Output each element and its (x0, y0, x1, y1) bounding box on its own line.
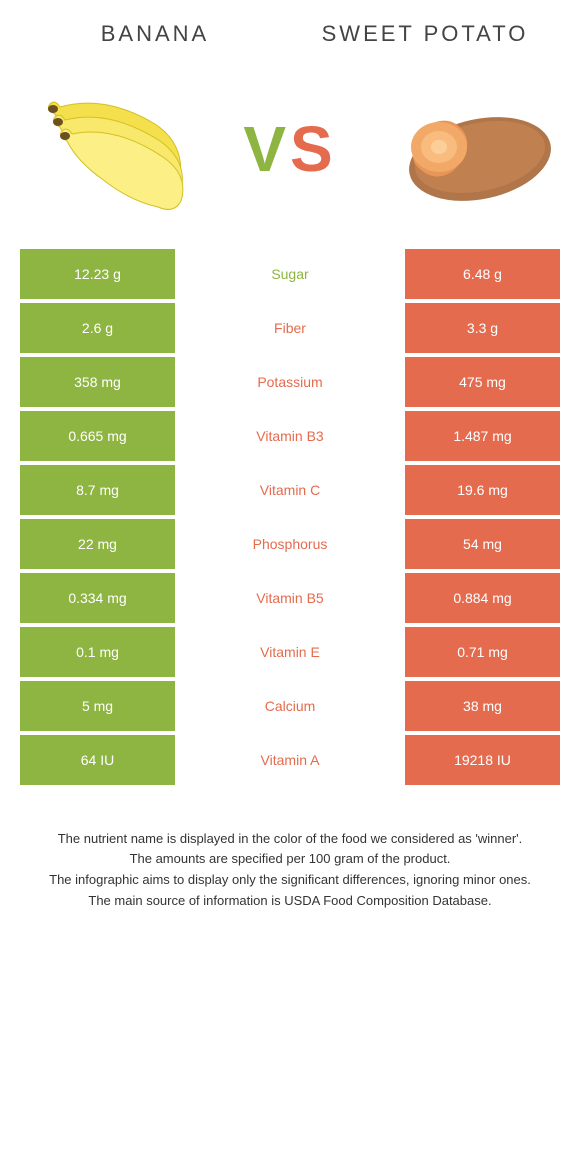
right-food-title: SWEET POTATO (290, 20, 560, 49)
left-food-title: BANANA (20, 20, 290, 49)
right-value: 475 mg (405, 357, 560, 407)
table-row: 0.665 mgVitamin B31.487 mg (20, 411, 560, 461)
nutrient-label: Vitamin C (175, 465, 405, 515)
left-value: 2.6 g (20, 303, 175, 353)
nutrient-table: 12.23 gSugar6.48 g2.6 gFiber3.3 g358 mgP… (20, 249, 560, 785)
right-value: 0.71 mg (405, 627, 560, 677)
footer-notes: The nutrient name is displayed in the co… (0, 789, 580, 932)
table-row: 2.6 gFiber3.3 g (20, 303, 560, 353)
table-row: 0.1 mgVitamin E0.71 mg (20, 627, 560, 677)
nutrient-label: Potassium (175, 357, 405, 407)
table-row: 8.7 mgVitamin C19.6 mg (20, 465, 560, 515)
vs-v: V (243, 113, 290, 185)
nutrient-label: Vitamin E (175, 627, 405, 677)
right-value: 1.487 mg (405, 411, 560, 461)
left-value: 22 mg (20, 519, 175, 569)
vs-label: VS (243, 112, 336, 186)
left-value: 0.1 mg (20, 627, 175, 677)
header-titles: BANANA SWEET POTATO (0, 0, 580, 59)
nutrient-label: Calcium (175, 681, 405, 731)
right-value: 3.3 g (405, 303, 560, 353)
vs-s: S (290, 113, 337, 185)
right-value: 19218 IU (405, 735, 560, 785)
left-value: 5 mg (20, 681, 175, 731)
table-row: 0.334 mgVitamin B50.884 mg (20, 573, 560, 623)
footer-line-4: The main source of information is USDA F… (30, 891, 550, 912)
table-row: 64 IUVitamin A19218 IU (20, 735, 560, 785)
footer-line-3: The infographic aims to display only the… (30, 870, 550, 891)
banana-image (25, 79, 205, 219)
nutrient-label: Sugar (175, 249, 405, 299)
left-value: 8.7 mg (20, 465, 175, 515)
nutrient-label: Vitamin A (175, 735, 405, 785)
sweet-potato-image (375, 79, 555, 219)
left-value: 12.23 g (20, 249, 175, 299)
left-value: 358 mg (20, 357, 175, 407)
right-value: 0.884 mg (405, 573, 560, 623)
nutrient-label: Vitamin B3 (175, 411, 405, 461)
food-images-row: VS (0, 59, 580, 249)
table-row: 358 mgPotassium475 mg (20, 357, 560, 407)
right-value: 6.48 g (405, 249, 560, 299)
left-value: 64 IU (20, 735, 175, 785)
right-value: 54 mg (405, 519, 560, 569)
nutrient-label: Fiber (175, 303, 405, 353)
right-value: 38 mg (405, 681, 560, 731)
footer-line-1: The nutrient name is displayed in the co… (30, 829, 550, 850)
table-row: 5 mgCalcium38 mg (20, 681, 560, 731)
table-row: 12.23 gSugar6.48 g (20, 249, 560, 299)
left-value: 0.334 mg (20, 573, 175, 623)
nutrient-label: Phosphorus (175, 519, 405, 569)
footer-line-2: The amounts are specified per 100 gram o… (30, 849, 550, 870)
left-value: 0.665 mg (20, 411, 175, 461)
right-value: 19.6 mg (405, 465, 560, 515)
table-row: 22 mgPhosphorus54 mg (20, 519, 560, 569)
nutrient-label: Vitamin B5 (175, 573, 405, 623)
